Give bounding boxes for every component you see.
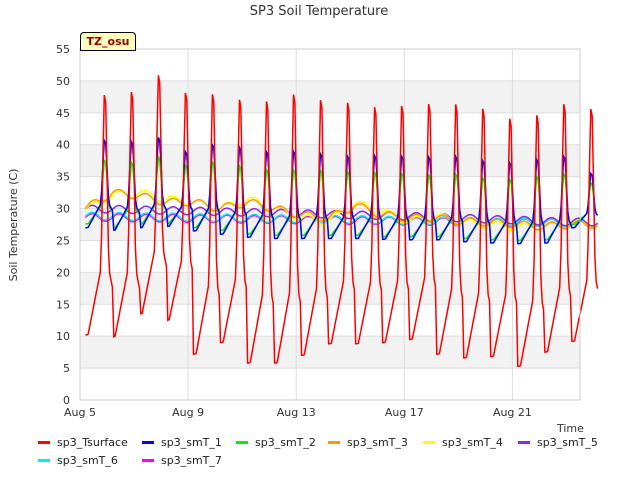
y-tick-label: 10 <box>56 330 70 343</box>
legend-label: sp3_Tsurface <box>57 436 128 449</box>
legend-item-sp3-smt-6: sp3_smT_6 <box>38 454 118 467</box>
series-line-sp3-tsurface <box>85 75 599 367</box>
x-tick-label: Aug 17 <box>385 406 424 419</box>
legend-label: sp3_smT_6 <box>57 454 118 467</box>
legend-label: sp3_smT_2 <box>255 436 316 449</box>
x-tick-label: Aug 21 <box>493 406 532 419</box>
chart-title: SP3 Soil Temperature <box>250 4 388 19</box>
grid-band <box>80 144 580 177</box>
legend-item-sp3-smt-7: sp3_smT_7 <box>142 454 222 467</box>
y-tick-label: 5 <box>63 362 70 375</box>
legend-swatch <box>38 459 50 462</box>
y-tick-label: 20 <box>56 266 70 279</box>
legend-swatch <box>423 441 435 444</box>
y-tick-label: 15 <box>56 298 70 311</box>
x-tick-label: Aug 5 <box>64 406 96 419</box>
legend-item-sp3-smt-5: sp3_smT_5 <box>518 436 598 449</box>
legend-item-sp3-smt-4: sp3_smT_4 <box>423 436 503 449</box>
y-tick-label: 0 <box>63 394 70 407</box>
grid-band <box>80 272 580 305</box>
legend-item-sp3-smt-1: sp3_smT_1 <box>142 436 222 449</box>
x-tick-label: Aug 13 <box>277 406 316 419</box>
legend-item-sp3-smt-2: sp3_smT_2 <box>236 436 316 449</box>
grid-band <box>80 336 580 369</box>
y-tick-label: 50 <box>56 75 70 88</box>
legend-swatch <box>142 441 154 444</box>
legend-label: sp3_smT_3 <box>347 436 408 449</box>
series-line-sp3-smt-6 <box>84 211 599 228</box>
series-line-sp3-smt-4 <box>84 189 599 232</box>
y-axis-label: Soil Temperature (C) <box>7 169 20 282</box>
y-tick-label: 40 <box>56 139 70 152</box>
x-tick-label: Aug 9 <box>172 406 204 419</box>
legend-item-sp3-tsurface: sp3_Tsurface <box>38 436 128 449</box>
legend-item-sp3-smt-3: sp3_smT_3 <box>328 436 408 449</box>
station-badge: TZ_osu <box>80 32 136 51</box>
x-axis-label: Time <box>556 422 584 435</box>
legend-swatch <box>328 441 340 444</box>
y-tick-label: 30 <box>56 203 70 216</box>
legend-swatch <box>518 441 530 444</box>
series-line-sp3-smt-5 <box>84 204 599 227</box>
legend-swatch <box>142 459 154 462</box>
legend-label: sp3_smT_5 <box>537 436 598 449</box>
legend-label: sp3_smT_1 <box>161 436 222 449</box>
legend-swatch <box>38 441 50 444</box>
y-tick-label: 55 <box>56 43 70 56</box>
grid-band <box>80 80 580 113</box>
plot-frame <box>79 48 581 401</box>
y-tick-label: 45 <box>56 107 70 120</box>
legend-label: sp3_smT_7 <box>161 454 222 467</box>
legend-swatch <box>236 441 248 444</box>
y-tick-label: 25 <box>56 234 70 247</box>
series-line-sp3-smt-3 <box>84 188 599 231</box>
legend-label: sp3_smT_4 <box>442 436 503 449</box>
y-tick-label: 35 <box>56 171 70 184</box>
